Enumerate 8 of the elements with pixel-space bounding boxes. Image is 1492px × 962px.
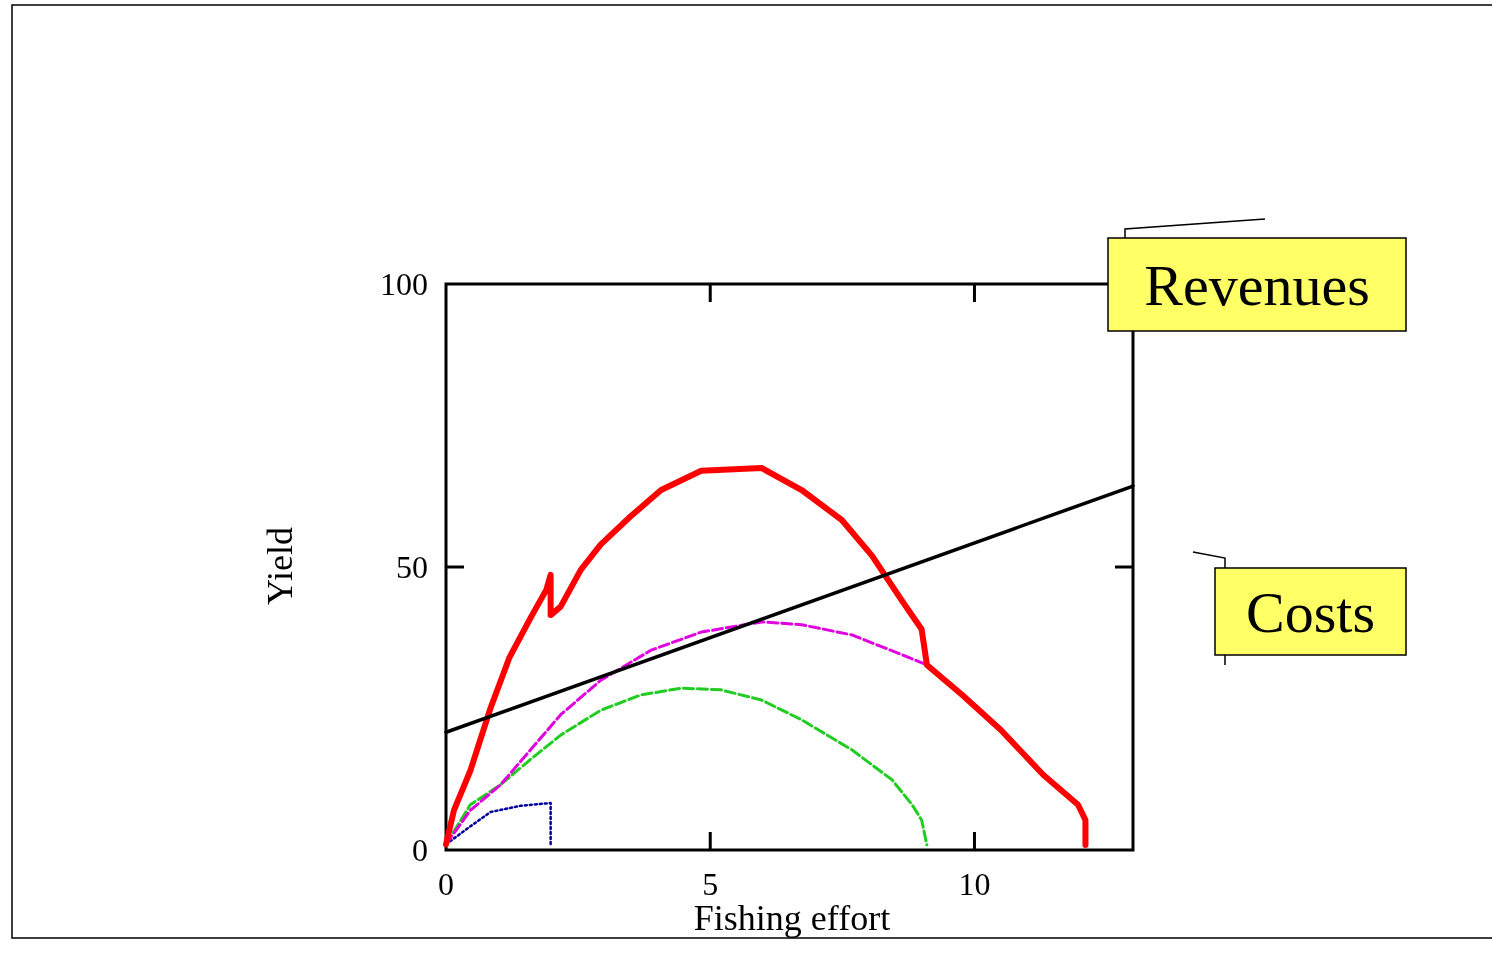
x-tick-label: 0 — [438, 866, 454, 902]
text: Revenues — [1144, 252, 1370, 318]
x-tick-label: 10 — [958, 866, 991, 902]
text: Costs — [1246, 579, 1375, 645]
y-tick-label: 0 — [412, 832, 428, 869]
y-axis-title: Yield — [260, 527, 300, 605]
y-tick-label: 100 — [380, 266, 428, 303]
y-tick-label: 50 — [396, 549, 428, 586]
